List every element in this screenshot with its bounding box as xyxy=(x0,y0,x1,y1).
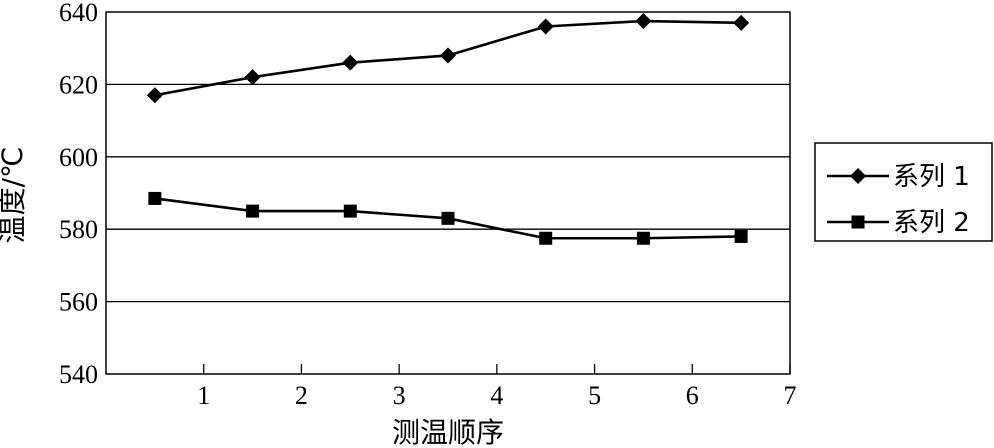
square-point xyxy=(734,229,748,243)
legend-item: 系列 1 xyxy=(827,162,970,192)
y-tick-label: 640 xyxy=(59,0,98,27)
x-tick-label: 1 xyxy=(197,381,210,410)
legend-label: 系列 1 xyxy=(893,162,970,192)
square-point xyxy=(636,231,650,245)
diamond-point xyxy=(537,18,554,35)
y-tick-label: 540 xyxy=(59,360,98,389)
diamond-point xyxy=(146,87,163,104)
x-tick-label: 7 xyxy=(784,381,797,410)
diamond-point xyxy=(244,69,261,86)
square-point xyxy=(148,191,162,205)
legend-item: 系列 2 xyxy=(827,208,970,238)
diamond-point xyxy=(342,54,359,71)
y-tick-label: 600 xyxy=(59,143,98,172)
x-axis-title: 测温顺序 xyxy=(392,416,504,448)
x-tick-label: 3 xyxy=(393,381,406,410)
square-point xyxy=(246,204,260,218)
square-point xyxy=(539,231,553,245)
y-tick-label: 620 xyxy=(59,70,98,99)
y-axis-title: 温度/℃ xyxy=(0,147,29,244)
legend: 系列 1 系列 2 xyxy=(814,142,993,242)
diamond-point xyxy=(733,14,750,31)
x-axis: 1 2 3 4 5 6 7 xyxy=(197,364,797,410)
plot-border xyxy=(105,11,791,375)
x-tick-label: 5 xyxy=(588,381,601,410)
series-layer xyxy=(146,13,750,245)
legend-label: 系列 2 xyxy=(893,208,970,238)
series-1 xyxy=(146,13,750,104)
diamond-icon xyxy=(850,168,866,184)
square-point xyxy=(441,211,455,225)
square-icon xyxy=(851,215,865,229)
diamond-point xyxy=(635,13,652,30)
gridlines xyxy=(106,83,790,303)
plot-area xyxy=(105,11,791,375)
series-2 xyxy=(148,191,748,245)
y-axis: 540 560 580 600 620 640 xyxy=(59,0,98,389)
y-tick-label: 580 xyxy=(59,215,98,244)
x-tick-label: 2 xyxy=(295,381,308,410)
square-point xyxy=(343,204,357,218)
x-tick-label: 4 xyxy=(490,381,503,410)
diamond-point xyxy=(440,47,456,64)
y-tick-label: 560 xyxy=(59,288,98,317)
x-tick-label: 6 xyxy=(686,381,699,410)
legend-box xyxy=(814,142,993,242)
